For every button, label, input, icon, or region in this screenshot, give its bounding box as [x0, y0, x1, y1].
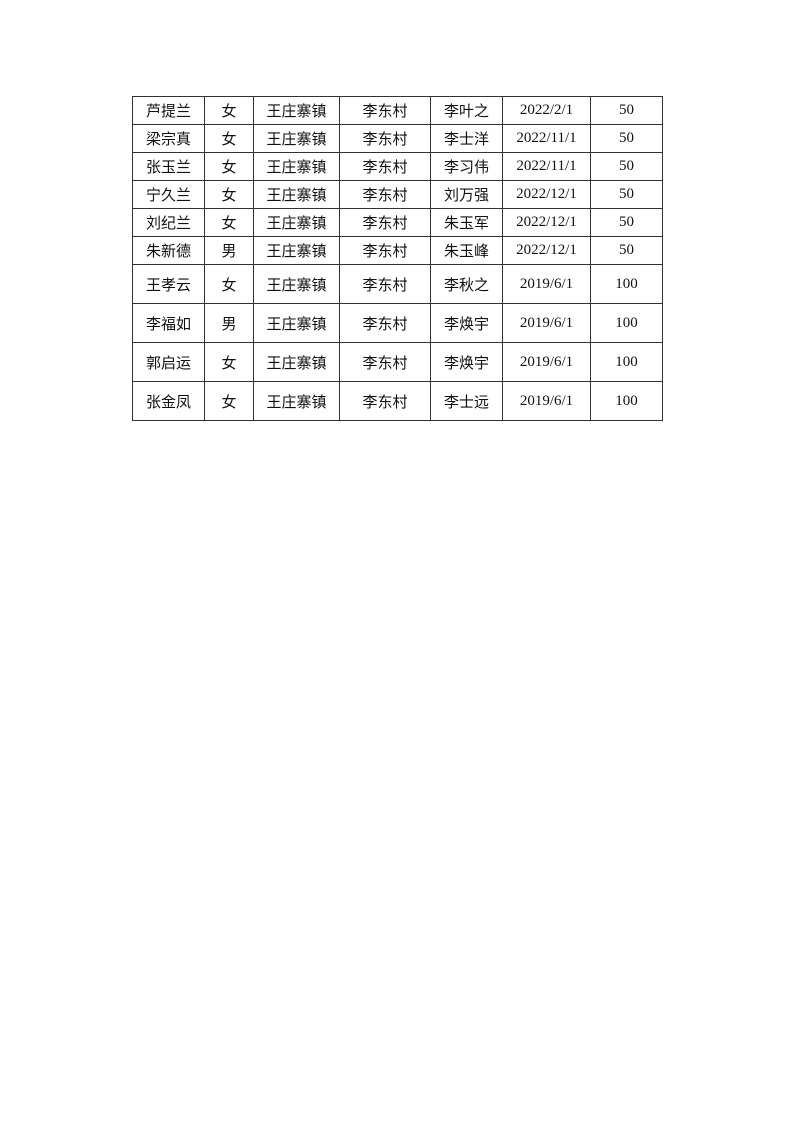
table-row: 张金凤女王庄寨镇 李东村 李士远 2019/6/1 100: [132, 381, 663, 421]
cell-town: 王庄寨镇: [253, 303, 340, 343]
cell-date: 2022/12/1: [502, 208, 591, 237]
cell-name: 李福如: [132, 303, 205, 343]
cell-name: 芦提兰: [132, 96, 205, 125]
cell-amount: 100: [590, 342, 663, 382]
cell-name: 张金凤: [132, 381, 205, 421]
cell-date: 2019/6/1: [502, 381, 591, 421]
cell-name: 张玉兰: [132, 152, 205, 181]
cell-amount: 100: [590, 264, 663, 304]
cell-village: 李东村: [339, 124, 431, 153]
cell-town: 王庄寨镇: [253, 96, 340, 125]
cell-town: 王庄寨镇: [253, 180, 340, 209]
cell-village: 李东村: [339, 381, 431, 421]
cell-town: 王庄寨镇: [253, 381, 340, 421]
cell-amount: 50: [590, 152, 663, 181]
table-row: 李福如男王庄寨镇 李东村 李焕宇 2019/6/1 100: [132, 303, 663, 343]
cell-date: 2022/12/1: [502, 236, 591, 265]
cell-gender: 女: [204, 264, 254, 304]
cell-village: 李东村: [339, 303, 431, 343]
cell-gender: 女: [204, 180, 254, 209]
cell-town: 王庄寨镇: [253, 342, 340, 382]
cell-amount: 50: [590, 96, 663, 125]
cell-village: 李东村: [339, 264, 431, 304]
cell-name: 朱新德: [132, 236, 205, 265]
cell-village: 李东村: [339, 236, 431, 265]
table-row: 刘纪兰女王庄寨镇 李东村 朱玉军 2022/12/1 50: [132, 208, 663, 237]
cell-town: 王庄寨镇: [253, 208, 340, 237]
cell-contact: 朱玉军: [430, 208, 503, 237]
cell-village: 李东村: [339, 342, 431, 382]
table-row: 张玉兰女王庄寨镇 李东村 李习伟 2022/11/1 50: [132, 152, 663, 181]
cell-gender: 男: [204, 303, 254, 343]
cell-date: 2019/6/1: [502, 264, 591, 304]
cell-village: 李东村: [339, 152, 431, 181]
cell-name: 刘纪兰: [132, 208, 205, 237]
cell-date: 2022/11/1: [502, 152, 591, 181]
cell-amount: 50: [590, 236, 663, 265]
cell-gender: 女: [204, 124, 254, 153]
cell-contact: 李焕宇: [430, 303, 503, 343]
cell-name: 宁久兰: [132, 180, 205, 209]
cell-town: 王庄寨镇: [253, 124, 340, 153]
cell-contact: 李叶之: [430, 96, 503, 125]
cell-gender: 女: [204, 152, 254, 181]
table-row: 王孝云女王庄寨镇 李东村 李秋之 2019/6/1 100: [132, 264, 663, 304]
table-row: 宁久兰女王庄寨镇 李东村 刘万强 2022/12/1 50: [132, 180, 663, 209]
cell-gender: 女: [204, 96, 254, 125]
cell-date: 2022/2/1: [502, 96, 591, 125]
cell-contact: 李士远: [430, 381, 503, 421]
cell-date: 2019/6/1: [502, 303, 591, 343]
cell-date: 2019/6/1: [502, 342, 591, 382]
cell-gender: 男: [204, 236, 254, 265]
cell-village: 李东村: [339, 96, 431, 125]
cell-gender: 女: [204, 208, 254, 237]
cell-contact: 刘万强: [430, 180, 503, 209]
cell-amount: 50: [590, 180, 663, 209]
cell-town: 王庄寨镇: [253, 152, 340, 181]
cell-village: 李东村: [339, 208, 431, 237]
cell-gender: 女: [204, 381, 254, 421]
records-table: 芦提兰女王庄寨镇 李东村 李叶之 2022/2/1 50 梁宗真女王庄寨镇 李东村 李士洋 20…: [132, 96, 663, 421]
cell-village: 李东村: [339, 180, 431, 209]
cell-town: 王庄寨镇: [253, 236, 340, 265]
cell-contact: 李习伟: [430, 152, 503, 181]
cell-date: 2022/12/1: [502, 180, 591, 209]
cell-amount: 50: [590, 208, 663, 237]
cell-contact: 李秋之: [430, 264, 503, 304]
table-row: 梁宗真女王庄寨镇 李东村 李士洋 2022/11/1 50: [132, 124, 663, 153]
cell-name: 王孝云: [132, 264, 205, 304]
cell-contact: 李焕宇: [430, 342, 503, 382]
cell-date: 2022/11/1: [502, 124, 591, 153]
cell-amount: 100: [590, 303, 663, 343]
cell-amount: 100: [590, 381, 663, 421]
cell-contact: 朱玉峰: [430, 236, 503, 265]
cell-name: 郭启运: [132, 342, 205, 382]
cell-contact: 李士洋: [430, 124, 503, 153]
cell-amount: 50: [590, 124, 663, 153]
cell-town: 王庄寨镇: [253, 264, 340, 304]
cell-name: 梁宗真: [132, 124, 205, 153]
table-row: 芦提兰女王庄寨镇 李东村 李叶之 2022/2/1 50: [132, 96, 663, 125]
table-row: 郭启运女王庄寨镇 李东村 李焕宇 2019/6/1 100: [132, 342, 663, 382]
cell-gender: 女: [204, 342, 254, 382]
table-row: 朱新德男王庄寨镇 李东村 朱玉峰 2022/12/1 50: [132, 236, 663, 265]
